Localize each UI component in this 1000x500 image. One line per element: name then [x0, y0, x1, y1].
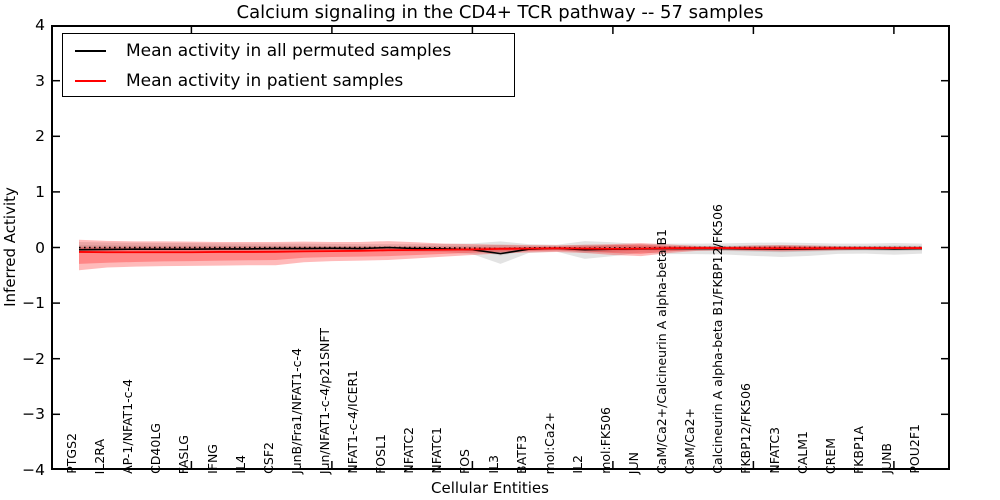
x-category-label: POU2F1 — [907, 424, 922, 474]
x-category-label: JunB/Fra1/NFAT1-c-4 — [288, 348, 304, 474]
y-tick-label: −2 — [22, 349, 45, 368]
x-category-label: FASLG — [176, 434, 192, 474]
x-category-label: FKBP1A — [850, 425, 866, 474]
y-tick-label: 1 — [35, 182, 45, 201]
x-category-label: CaM/Ca2+ — [682, 407, 698, 474]
x-category-label: IL3 — [485, 455, 501, 474]
y-tick-label: 3 — [35, 71, 45, 90]
x-category-label: mol:FK506 — [597, 407, 613, 474]
x-category-label: JUNB — [878, 443, 894, 474]
x-category-label: AP-1/NFAT1-c-4 — [120, 379, 136, 474]
x-category-label: CREM — [822, 437, 838, 474]
x-category-label: CD40LG — [148, 423, 164, 474]
x-category-label: FOSL1 — [373, 434, 389, 474]
x-category-label: IL4 — [232, 455, 248, 474]
x-category-label: IFNG — [204, 444, 220, 474]
legend: Mean activity in all permuted samples Me… — [62, 33, 515, 97]
permuted-line-swatch — [75, 50, 106, 52]
x-category-label: BATF3 — [513, 435, 529, 474]
x-category-label: mol:Ca2+ — [541, 411, 557, 474]
legend-item-patient: Mean activity in patient samples — [63, 66, 514, 96]
x-category-label: JUN — [626, 451, 641, 474]
y-tick-label: −3 — [22, 405, 45, 424]
y-tick-label: −4 — [22, 460, 45, 479]
x-category-label: NFATC2 — [401, 427, 417, 474]
y-tick-label: 0 — [35, 238, 45, 257]
patient-line-swatch — [75, 80, 106, 82]
y-tick-label: 4 — [35, 16, 45, 35]
x-category-label: IL2RA — [92, 438, 108, 474]
y-tick-label: −1 — [22, 294, 45, 313]
x-category-label: NFAT1-c-4/ICER1 — [345, 370, 360, 474]
legend-item-permuted: Mean activity in all permuted samples — [63, 36, 514, 66]
x-category-label: FKBP12/FK506 — [738, 383, 754, 474]
x-category-label: Jun/NFAT1-c-4/p21SNFT — [316, 327, 332, 474]
x-category-label: NFATC3 — [766, 427, 782, 474]
x-category-label: PTGS2 — [64, 433, 79, 474]
legend-label-permuted: Mean activity in all permuted samples — [126, 41, 452, 61]
x-category-label: CaM/Ca2+/Calcineurin A alpha-beta B1 — [654, 228, 670, 474]
x-category-label: CALM1 — [794, 431, 810, 474]
x-category-label: FOS — [457, 449, 473, 474]
y-tick-label: 2 — [35, 127, 45, 146]
x-category-label: CSF2 — [260, 442, 276, 474]
x-category-label: IL2 — [569, 455, 585, 474]
series-line-solid-ff0000 — [78, 247, 922, 254]
plot-canvas — [51, 25, 950, 470]
x-category-label: Calcineurin A alpha-beta B1/FKBP12/FK506 — [710, 204, 726, 474]
legend-label-patient: Mean activity in patient samples — [126, 71, 404, 91]
x-axis-label: Cellular Entities — [431, 479, 549, 497]
chart-title: Calcium signaling in the CD4+ TCR pathwa… — [236, 2, 764, 23]
x-category-label: NFATC1 — [429, 427, 445, 474]
axes-frame — [51, 25, 950, 470]
